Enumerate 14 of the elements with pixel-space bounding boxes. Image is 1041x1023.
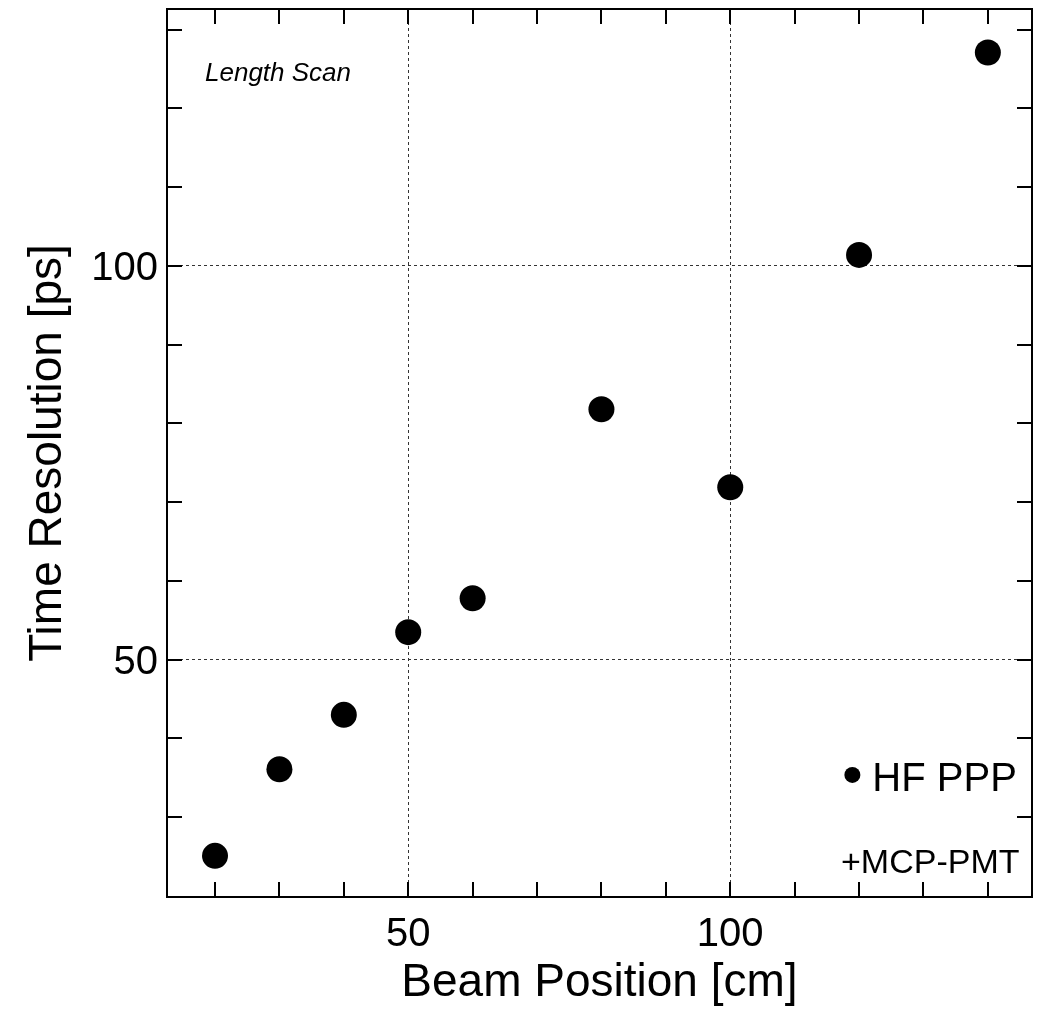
- point: [588, 396, 615, 423]
- annotation: +MCP-PMT: [841, 842, 1020, 880]
- point: [202, 842, 229, 869]
- point: [395, 619, 422, 646]
- point: [846, 241, 873, 268]
- legend-label: HF PPP: [872, 754, 1017, 799]
- annotation: Length Scan: [205, 57, 352, 87]
- y-axis-title: Time Resolution [ps]: [19, 244, 72, 662]
- point: [330, 701, 357, 728]
- point: [266, 756, 293, 783]
- x-axis-title: Beam Position [cm]: [401, 954, 798, 1006]
- point: [974, 39, 1001, 66]
- point: [459, 585, 486, 612]
- point: [717, 474, 744, 501]
